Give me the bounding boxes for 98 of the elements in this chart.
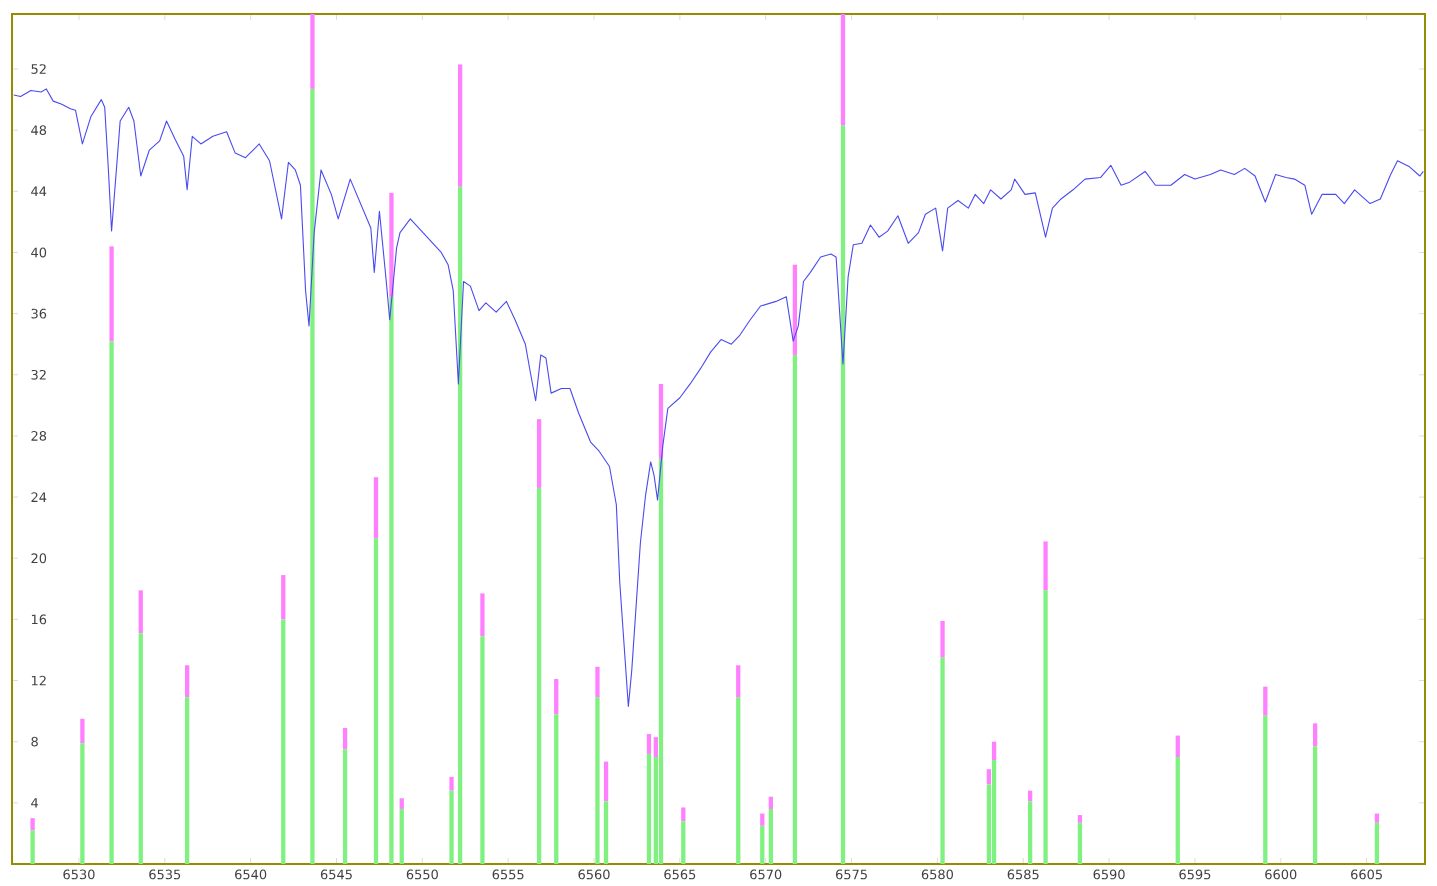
bar xyxy=(389,296,394,864)
x-tick-label: 6535 xyxy=(149,869,181,880)
bar xyxy=(940,657,945,864)
bar xyxy=(373,538,379,864)
bar xyxy=(1043,590,1048,864)
bar xyxy=(768,796,774,809)
bar xyxy=(646,734,652,754)
x-tick-label: 6575 xyxy=(835,869,867,880)
bar xyxy=(399,808,404,864)
bar xyxy=(449,790,454,864)
bar xyxy=(480,636,485,864)
y-tick-label: 52 xyxy=(31,64,46,74)
bar xyxy=(760,813,765,826)
bar xyxy=(30,818,35,831)
x-tick-label: 6605 xyxy=(1351,869,1382,880)
y-tick-label: 8 xyxy=(31,736,38,747)
bar xyxy=(80,743,85,864)
bar xyxy=(940,620,945,658)
x-tick-label: 6555 xyxy=(492,869,524,880)
bar xyxy=(342,749,348,864)
bar xyxy=(1027,801,1033,864)
bar xyxy=(342,727,348,750)
bar xyxy=(681,807,686,822)
x-tick-label: 6530 xyxy=(63,869,95,880)
y-tick-label: 32 xyxy=(31,369,46,380)
bar xyxy=(1312,746,1318,864)
y-tick-label: 12 xyxy=(31,675,46,686)
x-tick-label: 6565 xyxy=(664,869,696,880)
bar xyxy=(389,192,394,297)
bar xyxy=(1175,735,1180,757)
bar xyxy=(184,665,190,698)
bar xyxy=(792,354,798,864)
bar xyxy=(1374,822,1380,864)
x-tick-label: 6540 xyxy=(235,869,267,880)
bar xyxy=(30,830,35,864)
y-tick-label: 4 xyxy=(31,798,39,808)
y-tick-label: 24 xyxy=(31,492,47,502)
bar xyxy=(281,575,286,620)
bar xyxy=(603,801,609,864)
x-tick-label: 6550 xyxy=(406,869,438,880)
bar xyxy=(736,697,741,864)
bar xyxy=(109,246,114,342)
x-tick-label: 6585 xyxy=(1007,869,1039,880)
bar xyxy=(1077,815,1083,823)
y-tick-label: 48 xyxy=(31,125,47,136)
bar xyxy=(760,825,765,864)
y-tick-label: 16 xyxy=(31,614,47,625)
bar xyxy=(536,487,542,864)
bar xyxy=(281,619,286,864)
bar xyxy=(449,776,454,791)
bar xyxy=(1043,541,1048,591)
bar xyxy=(736,665,741,698)
bar xyxy=(310,88,315,864)
bar xyxy=(991,741,997,761)
bar xyxy=(840,125,846,864)
bar xyxy=(310,13,315,89)
x-tick-label: 6580 xyxy=(921,869,954,880)
bar xyxy=(373,477,379,539)
x-tick-label: 6600 xyxy=(1265,869,1297,880)
bar xyxy=(554,679,559,715)
y-tick-label: 44 xyxy=(31,186,47,197)
x-tick-label: 6590 xyxy=(1093,869,1125,880)
bar xyxy=(138,590,143,634)
bar xyxy=(1374,813,1380,823)
bar xyxy=(399,798,404,809)
bar xyxy=(457,64,463,187)
bar xyxy=(109,341,114,864)
bar xyxy=(1263,715,1268,864)
bar xyxy=(595,697,600,864)
bar xyxy=(1312,723,1318,747)
bar xyxy=(681,821,686,864)
bar xyxy=(658,458,664,864)
x-tick-label: 6560 xyxy=(578,869,610,880)
x-tick-label: 6595 xyxy=(1179,869,1211,880)
bar xyxy=(457,186,463,864)
bar xyxy=(840,13,846,126)
y-tick-label: 40 xyxy=(31,247,47,258)
bar xyxy=(480,593,485,637)
y-tick-label: 28 xyxy=(31,431,47,441)
bar xyxy=(1077,822,1083,864)
bar xyxy=(991,760,997,864)
x-tick-label: 6545 xyxy=(320,869,352,880)
bar xyxy=(595,666,600,698)
y-tick-label: 36 xyxy=(31,308,47,319)
bar xyxy=(536,419,542,488)
x-tick-label: 6570 xyxy=(750,869,782,880)
bar xyxy=(986,769,992,785)
bar xyxy=(1175,756,1180,864)
y-tick-label: 20 xyxy=(31,553,47,564)
bar xyxy=(184,697,190,864)
bar xyxy=(1263,686,1268,716)
bar xyxy=(646,753,652,864)
bar xyxy=(768,808,774,864)
bar xyxy=(138,633,143,864)
bar xyxy=(603,761,609,802)
bar xyxy=(554,714,559,864)
bar xyxy=(653,737,658,757)
bar xyxy=(80,718,85,744)
